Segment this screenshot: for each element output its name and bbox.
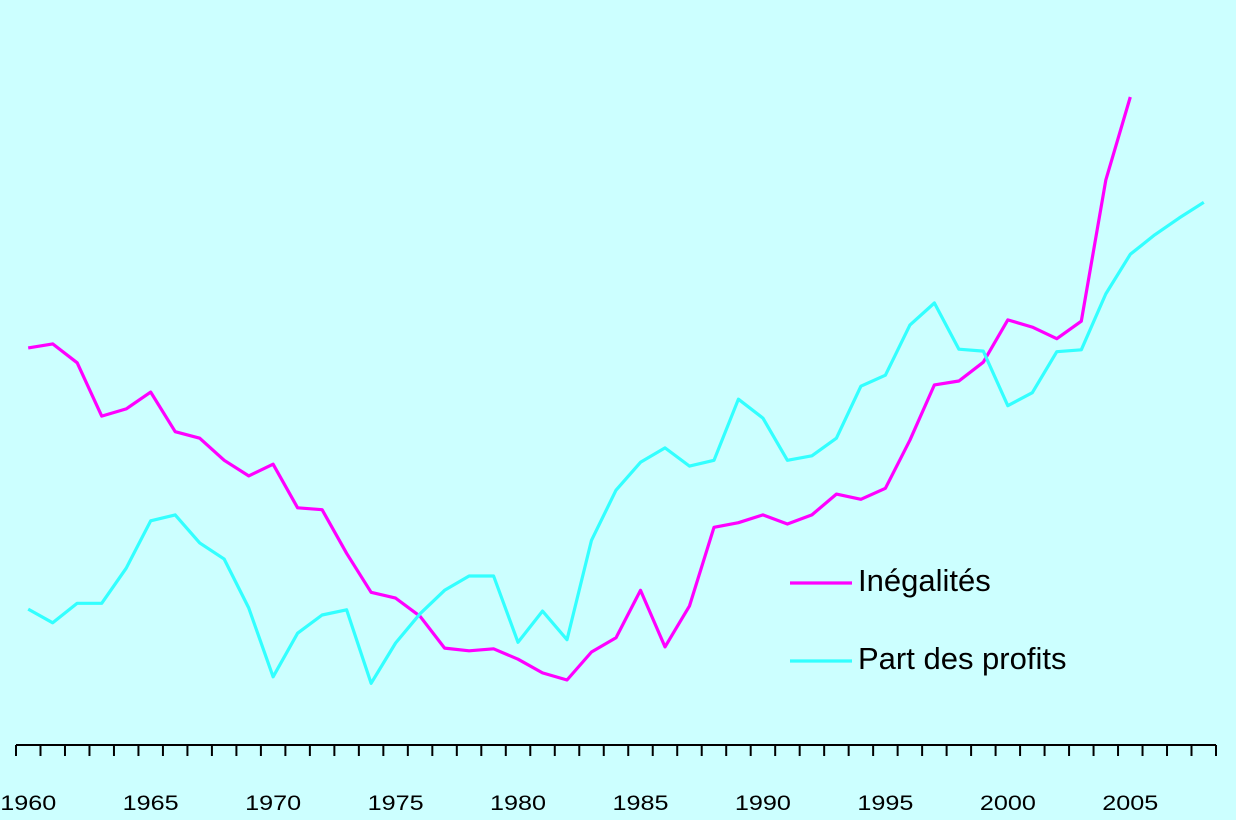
x-tick-label: 1995	[857, 792, 913, 815]
data-line	[27, 200, 1205, 685]
legend-label: Inégalités	[858, 563, 991, 598]
data-line	[27, 96, 1132, 682]
legend-label: Part des profits	[858, 641, 1066, 676]
x-tick-label: 2005	[1102, 792, 1158, 815]
x-tick-label: 1970	[245, 792, 301, 815]
x-tick-label: 1975	[368, 792, 424, 815]
x-tick-label: 1980	[490, 792, 546, 815]
x-tick-label: 1965	[123, 792, 179, 815]
x-tick-label: 2000	[980, 792, 1036, 815]
x-tick-label: 1960	[0, 792, 56, 815]
x-tick-label: 1985	[612, 792, 668, 815]
x-tick-label: 1990	[735, 792, 791, 815]
